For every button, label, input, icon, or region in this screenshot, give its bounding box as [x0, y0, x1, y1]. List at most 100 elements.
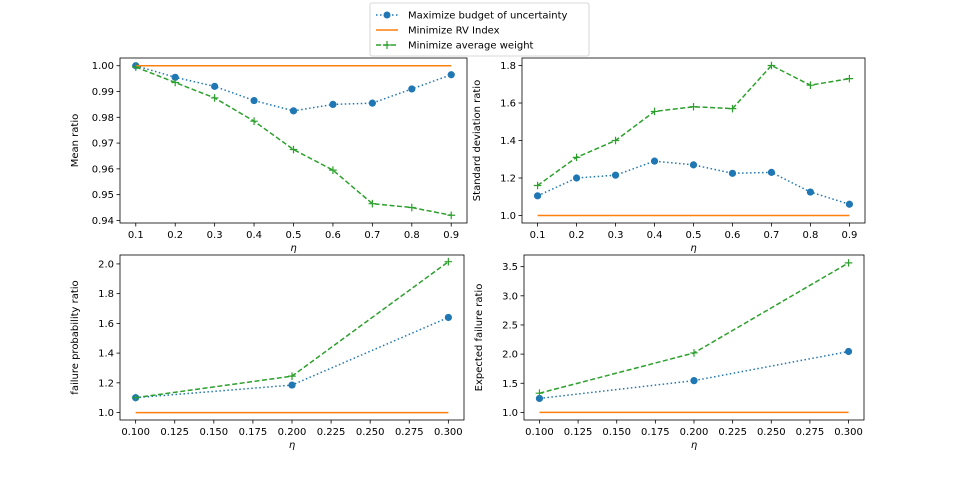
legend-marker-weight	[383, 41, 391, 49]
data-point-budget	[408, 85, 416, 93]
data-point-weight	[368, 199, 377, 208]
x-tick-label: 0.2	[569, 230, 585, 241]
x-tick-label: 0.250	[757, 427, 786, 438]
data-point-budget	[806, 188, 815, 196]
data-point-weight	[533, 181, 542, 190]
data-point-weight	[329, 166, 337, 174]
data-point-budget	[250, 96, 258, 105]
x-tick-label: 0.9	[841, 230, 857, 241]
x-tick-label: 0.150	[602, 427, 631, 438]
x-tick-label: 0.200	[278, 427, 307, 438]
data-point-weight	[689, 102, 698, 111]
y-tick-label: 1.0	[502, 408, 518, 419]
y-tick-label: 1.2	[98, 378, 114, 389]
x-axis-label: η	[290, 243, 296, 254]
data-point-weight	[690, 349, 698, 357]
y-tick-label: 1.6	[98, 319, 114, 330]
subplot-2: 0.1 0.2 0.3 0.4 0.5 0.6 0.7 0.8 0.9 1.0 1.2 1.4 1.6 1…	[472, 57, 866, 254]
x-tick-label: 0.300	[834, 427, 863, 438]
y-axis-label: Standard deviation ratio	[472, 80, 483, 201]
data-point-weight	[447, 211, 456, 220]
data-point-weight	[444, 257, 453, 266]
data-point-budget	[368, 99, 376, 107]
axes-frame	[119, 254, 465, 421]
legend-frame	[369, 2, 590, 57]
y-tick-label: 1.8	[98, 289, 114, 300]
data-point-weight	[210, 94, 219, 102]
x-tick-label: 0.8	[802, 230, 818, 241]
y-tick-label: 1.0	[500, 211, 516, 222]
subplots: 0.1 0.2 0.3 0.4 0.5 0.6 0.7 0.8 0.9 0.94 0.95 0.96 0…	[70, 57, 866, 451]
x-tick-label: 0.175	[641, 427, 670, 438]
data-point-weight	[806, 81, 815, 89]
x-tick-label: 0.1	[128, 230, 144, 241]
data-point-budget	[844, 347, 853, 356]
x-tick-label: 0.7	[364, 230, 380, 241]
x-tick-label: 0.3	[207, 230, 223, 241]
x-tick-label: 0.3	[608, 230, 624, 241]
data-point-budget	[728, 169, 737, 177]
y-tick-label: 2.0	[502, 350, 518, 361]
y-axis-label: failure probability ratio	[70, 280, 81, 394]
data-point-budget	[444, 313, 452, 322]
y-tick-label: 0.95	[92, 190, 114, 201]
legend-entry-budget: Maximize budget of uncertainty	[376, 11, 568, 22]
data-point-budget	[289, 107, 298, 115]
y-tick-label: 1.4	[98, 349, 114, 360]
data-point-budget	[690, 377, 698, 385]
subplot-3: 0.100 0.125 0.150 0.175 0.200 0.225 0.250 0.275…	[70, 254, 465, 451]
data-point-budget	[845, 200, 854, 208]
x-tick-label: 0.125	[564, 427, 593, 438]
y-axis-label: Mean ratio	[70, 114, 81, 167]
series-line-budget	[539, 350, 849, 400]
x-tick-label: 0.4	[246, 230, 262, 241]
data-point-budget	[329, 100, 337, 109]
data-point-weight	[611, 136, 620, 145]
data-point-weight	[650, 107, 659, 116]
x-tick-label: 0.1	[530, 230, 546, 241]
x-tick-label: 0.225	[317, 427, 346, 438]
subplot-1: 0.1 0.2 0.3 0.4 0.5 0.6 0.7 0.8 0.9 0.94 0.95 0.96 0…	[70, 57, 468, 254]
data-point-budget	[533, 192, 542, 200]
axes-frame	[521, 57, 866, 224]
legend: Maximize budget of uncertainty Minimize …	[369, 2, 590, 57]
y-tick-label: 1.2	[500, 174, 516, 185]
data-point-budget	[211, 82, 219, 90]
data-point-weight	[728, 104, 737, 113]
x-tick-label: 0.125	[160, 427, 189, 438]
data-point-budget	[767, 168, 776, 176]
x-tick-label: 0.275	[395, 427, 424, 438]
data-point-budget	[447, 71, 455, 79]
y-tick-label: 1.00	[92, 61, 114, 72]
x-tick-label: 0.7	[764, 230, 780, 241]
subplot-4: 0.100 0.125 0.150 0.175 0.200 0.225 0.250 0.275…	[474, 254, 865, 451]
axes-frame	[119, 57, 468, 224]
data-point-weight	[250, 117, 258, 125]
x-tick-label: 0.2	[167, 230, 183, 241]
data-point-budget	[535, 394, 544, 403]
y-tick-label: 0.98	[92, 113, 114, 124]
x-tick-label: 0.6	[725, 230, 741, 241]
x-tick-label: 0.250	[356, 427, 385, 438]
data-point-budget	[611, 171, 620, 179]
data-point-weight	[844, 259, 853, 267]
legend-label-weight: Minimize average weight	[408, 41, 534, 52]
x-tick-label: 0.275	[796, 427, 825, 438]
data-point-budget	[689, 161, 698, 169]
x-tick-label: 0.5	[686, 230, 702, 241]
y-tick-label: 0.99	[92, 87, 114, 98]
x-tick-label: 0.6	[325, 230, 341, 241]
x-tick-label: 0.4	[647, 230, 663, 241]
x-tick-label: 0.225	[718, 427, 747, 438]
y-tick-label: 2.5	[502, 320, 518, 331]
x-tick-label: 0.175	[239, 427, 268, 438]
data-point-weight	[407, 203, 416, 212]
series-line-weight	[135, 66, 452, 217]
data-point-weight	[767, 61, 776, 70]
x-tick-label: 0.8	[404, 230, 420, 241]
y-tick-label: 0.96	[92, 164, 114, 175]
x-tick-label: 0.100	[525, 427, 554, 438]
series-line-weight	[537, 64, 850, 187]
data-point-weight	[535, 389, 544, 397]
